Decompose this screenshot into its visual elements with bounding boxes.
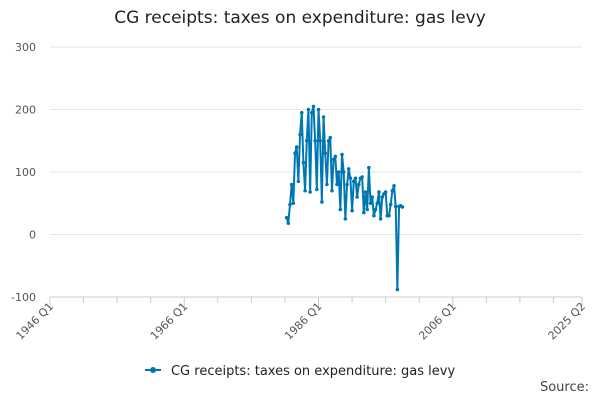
data-point [294,145,299,149]
data-point [360,175,364,179]
data-point [299,110,304,115]
data-point [390,188,395,193]
y-tick-label: 200 [15,104,36,117]
x-tick-label: 2006 Q1 [416,300,459,343]
data-point [363,190,368,194]
y-tick-label: 100 [15,166,36,179]
data-point [288,202,292,207]
data-point [330,188,334,193]
data-point [367,165,371,170]
data-point [350,208,354,213]
data-point [315,187,319,192]
data-point [284,215,289,220]
data-point [393,204,398,209]
data-point [380,195,385,199]
data-point [289,182,294,187]
data-point [388,202,393,207]
data-point [328,135,333,140]
data-point [392,183,396,188]
data-point [351,179,356,184]
data-point [348,176,353,181]
data-point [355,195,359,199]
chart-title: CG receipts: taxes on expenditure: gas l… [114,8,486,28]
data-point [304,138,309,143]
data-point [362,210,366,215]
data-point [286,221,291,226]
data-point [378,217,383,221]
data-point [368,201,373,206]
source-label: Source: [539,380,589,395]
legend[interactable]: CG receipts: taxes on expenditure: gas l… [0,364,600,379]
data-point [306,107,311,112]
series-line [285,105,404,291]
data-point [333,154,338,159]
data-point [338,207,343,212]
data-point [331,157,336,162]
data-point [303,188,307,193]
data-point [346,167,351,171]
x-tick-label: 1986 Q1 [282,300,325,343]
data-point [387,213,391,218]
data-point [311,104,316,109]
data-point [296,179,301,184]
data-point [373,207,378,212]
data-point [318,138,322,143]
legend-swatch [144,366,161,373]
y-axis-ticks: -100 0 100 200 300 [11,41,36,304]
data-point [313,138,317,143]
legend-label: CG receipts: taxes on expenditure: gas l… [170,364,456,379]
data-point [291,201,296,206]
data-point [325,182,329,187]
data-point [308,190,312,194]
data-point [316,107,321,112]
data-point [383,190,388,194]
data-point [301,160,306,165]
data-point [372,213,376,218]
x-axis: 1946 Q1 1966 Q1 1986 Q1 2006 Q1 2025 Q2 [14,296,589,343]
data-point [395,287,400,292]
data-point [298,132,302,137]
data-point [345,182,349,187]
data-point [343,217,348,221]
data-point [377,190,381,194]
data-point [335,182,339,187]
series-group [284,104,405,292]
data-point [375,201,380,206]
data-point [320,200,324,204]
data-point [400,205,405,209]
x-tick-label: 2025 Q2 [546,300,589,343]
data-point [321,115,326,119]
data-point [353,176,358,181]
data-point [341,170,346,174]
data-point [323,151,328,156]
y-tick-label: 0 [29,229,36,242]
x-tick-label: 1966 Q1 [148,300,191,343]
y-tick-label: 300 [15,41,36,54]
data-point [310,110,314,115]
data-point [356,182,361,187]
y-tick-label: -100 [11,291,36,304]
data-point [293,151,297,156]
data-point [326,138,331,143]
data-point [370,195,375,199]
data-point [340,152,344,157]
data-point [365,207,369,212]
data-point [336,170,341,174]
x-tick-label: 1946 Q1 [14,300,57,343]
